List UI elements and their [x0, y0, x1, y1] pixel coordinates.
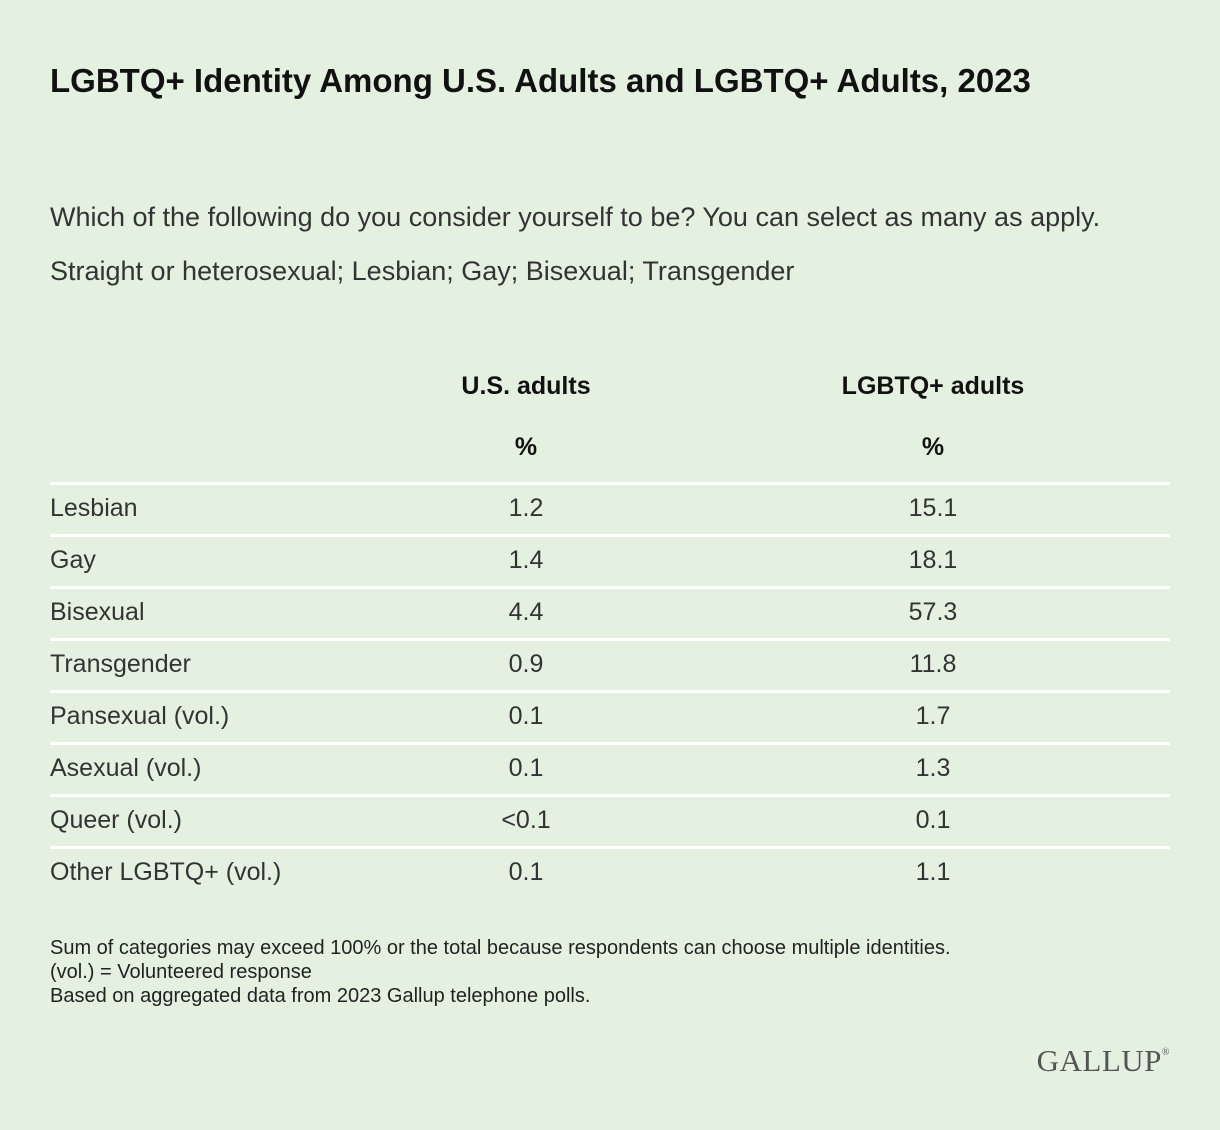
- unit-lgbtq-adults: %: [921, 433, 945, 461]
- row-label: Gay: [50, 546, 96, 574]
- row-label: Other LGBTQ+ (vol.): [50, 858, 282, 886]
- row-label: Pansexual (vol.): [50, 702, 230, 730]
- row-label: Bisexual: [50, 598, 145, 626]
- row-label: Transgender: [50, 650, 191, 678]
- registered-mark: ®: [1161, 1047, 1170, 1058]
- table-row: Asexual (vol.) 0.1 1.3: [50, 745, 1170, 797]
- footnote-source: Based on aggregated data from 2023 Gallu…: [50, 985, 591, 1007]
- cell-us-adults: 1.4: [508, 546, 544, 574]
- cell-lgbtq-adults: 1.7: [915, 702, 951, 730]
- gallup-logo: GALLUP®: [1037, 1043, 1170, 1079]
- cell-us-adults: 0.9: [508, 650, 544, 678]
- table-row: Pansexual (vol.) 0.1 1.7: [50, 693, 1170, 745]
- cell-lgbtq-adults: 1.3: [915, 754, 951, 782]
- table-header-row: U.S. adults LGBTQ+ adults: [50, 360, 1170, 420]
- cell-lgbtq-adults: 18.1: [908, 546, 958, 574]
- row-label: Queer (vol.): [50, 806, 182, 834]
- row-label: Lesbian: [50, 494, 138, 522]
- footnote-vol: (vol.) = Volunteered response: [50, 961, 312, 983]
- table-body: Lesbian 1.2 15.1 Gay 1.4 18.1 Bisexual 4.4 57.3 T…: [50, 482, 1170, 898]
- cell-us-adults: 0.1: [508, 858, 544, 886]
- data-table: U.S. adults LGBTQ+ adults % % Lesbian 1.2…: [50, 360, 1170, 898]
- table-row: Queer (vol.) <0.1 0.1: [50, 797, 1170, 849]
- column-header-us-adults: U.S. adults: [461, 372, 591, 400]
- cell-us-adults: 1.2: [508, 494, 544, 522]
- table-row: Transgender 0.9 11.8: [50, 641, 1170, 693]
- cell-lgbtq-adults: 11.8: [909, 650, 957, 678]
- column-header-lgbtq-adults: LGBTQ+ adults: [841, 372, 1025, 400]
- unit-us-adults: %: [514, 433, 538, 461]
- cell-lgbtq-adults: 15.1: [908, 494, 958, 522]
- cell-lgbtq-adults: 0.1: [915, 806, 951, 834]
- table-row: Gay 1.4 18.1: [50, 537, 1170, 589]
- cell-us-adults: 0.1: [508, 754, 544, 782]
- table-row: Lesbian 1.2 15.1: [50, 485, 1170, 537]
- logo-text: GALLUP: [1036, 1043, 1162, 1078]
- chart-title: LGBTQ+ Identity Among U.S. Adults and LG…: [50, 62, 1031, 99]
- table-row: Bisexual 4.4 57.3: [50, 589, 1170, 641]
- table-row: Other LGBTQ+ (vol.) 0.1 1.1: [50, 849, 1170, 898]
- cell-us-adults: 4.4: [508, 598, 544, 626]
- footnotes: Sum of categories may exceed 100% or the…: [50, 936, 1180, 1008]
- footnote-sum: Sum of categories may exceed 100% or the…: [50, 937, 951, 959]
- chart-subtitle: Which of the following do you consider y…: [50, 202, 1101, 286]
- cell-us-adults: <0.1: [501, 806, 551, 834]
- cell-us-adults: 0.1: [508, 702, 544, 730]
- cell-lgbtq-adults: 57.3: [908, 598, 958, 626]
- row-label: Asexual (vol.): [50, 754, 202, 782]
- cell-lgbtq-adults: 1.1: [915, 858, 951, 886]
- table-unit-row: % %: [50, 420, 1170, 482]
